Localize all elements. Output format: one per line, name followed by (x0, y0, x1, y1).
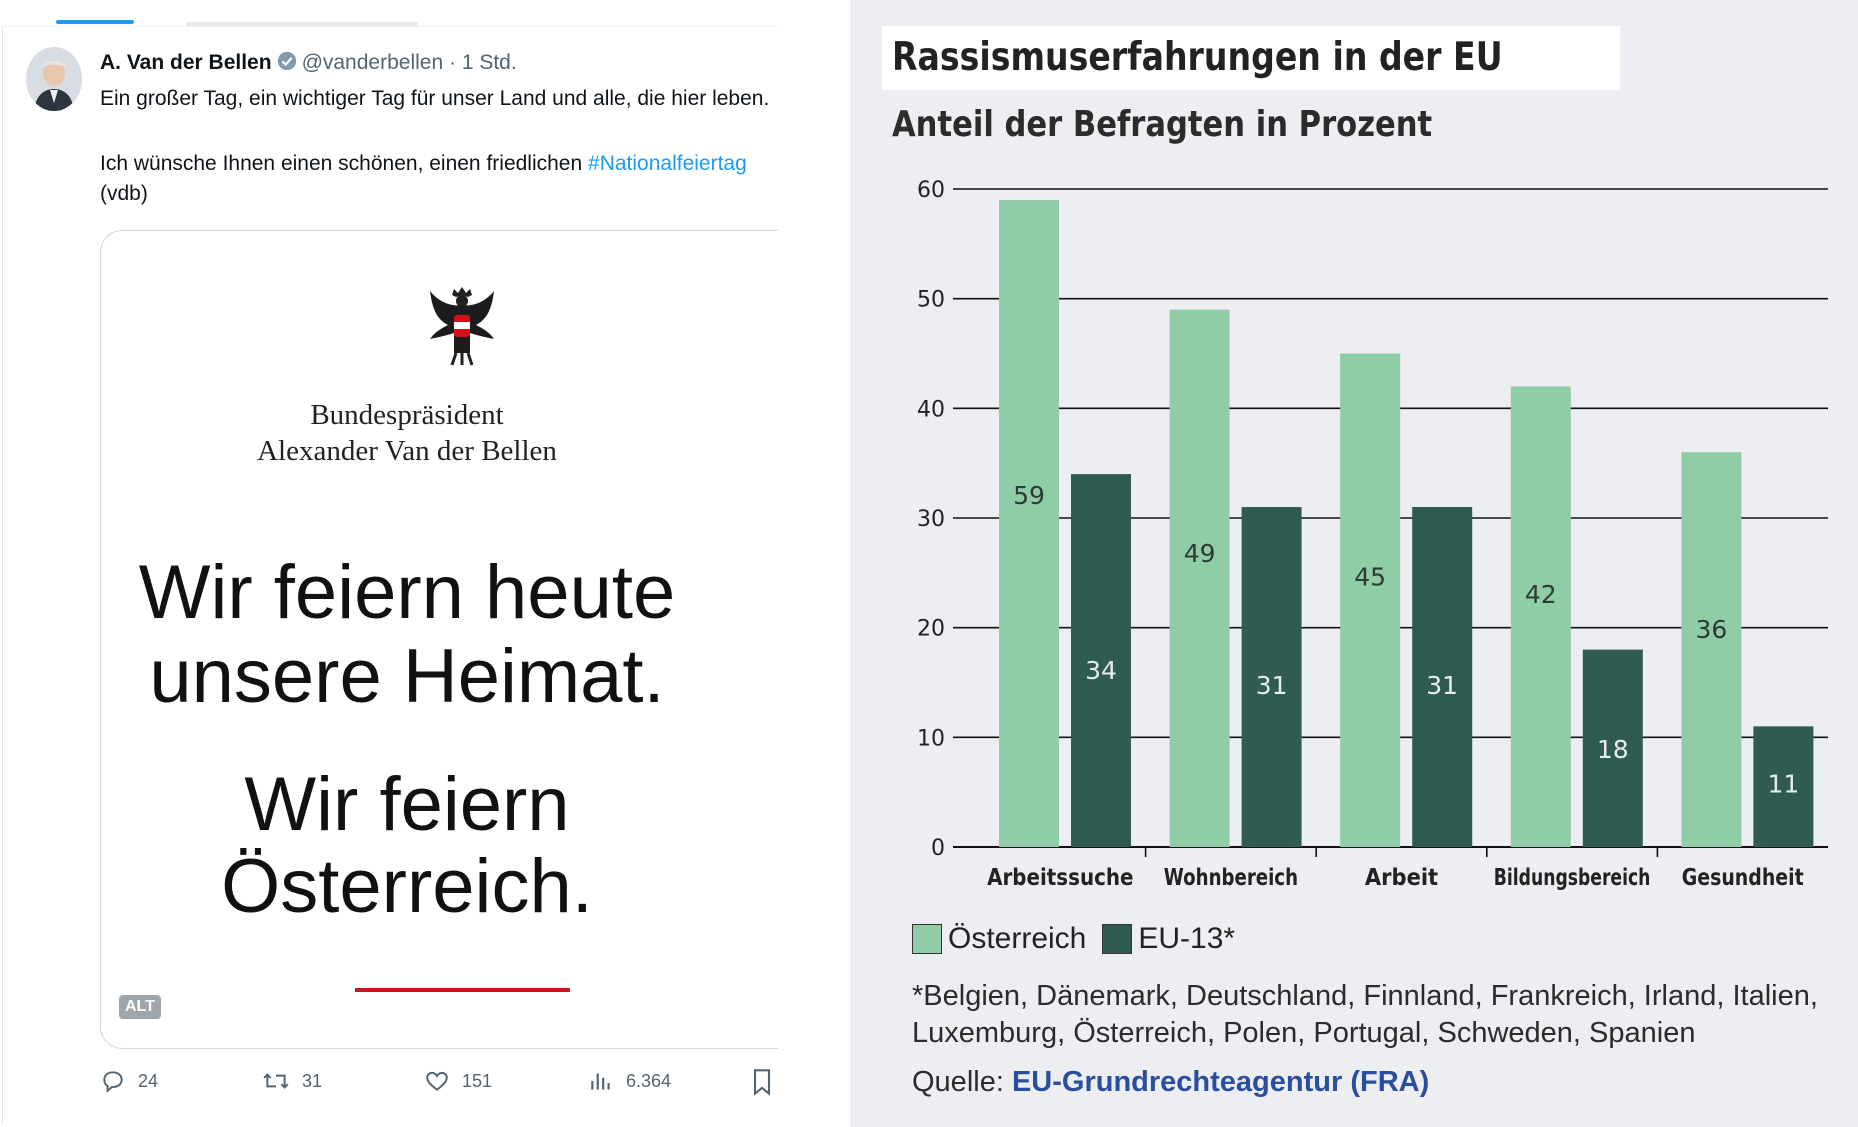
heart-icon (426, 1071, 448, 1091)
decorative-rule (355, 988, 570, 992)
tab-indicator (186, 22, 418, 26)
reply-icon (103, 1071, 123, 1093)
bar (1241, 507, 1302, 847)
bar-chart: 0 10 20 30 40 50 60 59 34 Arbeitssuche 49 31 Wohnber… (917, 178, 1828, 891)
data-label: 18 (1597, 735, 1629, 764)
chart-source: Quelle: EU-Grundrechteagentur (FRA) (912, 1066, 1429, 1099)
data-label: 31 (1256, 671, 1288, 700)
x-tick-label: Bildungsbereich (1494, 865, 1651, 891)
y-tick-label: 50 (917, 288, 945, 313)
verified-badge-icon (276, 50, 298, 78)
legend-item: Österreich (912, 922, 1086, 956)
chart-footnote: *Belgien, Dänemark, Deutschland, Finnlan… (912, 980, 1818, 1049)
bookmark-button[interactable] (750, 1068, 778, 1096)
avatar-photo (26, 47, 82, 111)
bar (999, 199, 1059, 847)
retweet-count: 31 (302, 1070, 323, 1091)
card-headline: Wir feiern (244, 762, 570, 847)
divider (2, 26, 3, 1126)
data-label: 49 (1184, 539, 1216, 568)
x-tick-label: Wohnbereich (1164, 865, 1298, 891)
avatar[interactable] (26, 47, 82, 111)
y-tick-label: 60 (917, 178, 945, 203)
bar (1753, 726, 1814, 847)
data-label: 31 (1426, 671, 1458, 700)
card-headline: Österreich. (221, 844, 593, 929)
legend-label: EU-13* (1138, 922, 1236, 955)
reply-button[interactable]: 24 (100, 1068, 158, 1094)
hashtag-link[interactable]: #Nationalfeiertag (588, 152, 747, 175)
tweet-panel: A. Van der Bellen @vanderbellen · 1 Std. … (0, 0, 778, 1127)
chart-title: Rassismuserfahrungen in der EU (892, 35, 1503, 80)
active-tab-indicator (56, 20, 134, 24)
author-name[interactable]: A. Van der Bellen (100, 51, 272, 74)
data-label: 59 (1013, 481, 1045, 510)
card-caption: Bundespräsident (310, 399, 504, 431)
y-tick-label: 30 (917, 507, 945, 532)
author-handle[interactable]: @vanderbellen (301, 51, 444, 74)
tweet-actions: 24 31 151 6.364 (100, 1068, 778, 1102)
bar (1582, 649, 1643, 847)
source-link[interactable]: EU-Grundrechteagentur (FRA) (1011, 1066, 1430, 1098)
chart-subtitle: Anteil der Befragten in Prozent (892, 104, 1433, 145)
data-label: 36 (1695, 615, 1727, 644)
legend-swatch (912, 924, 942, 954)
views-button[interactable]: 6.364 (588, 1068, 671, 1094)
tweet-image-card[interactable]: Bundespräsident Alexander Van der Bellen… (100, 230, 778, 1049)
tweet-text-line: (vdb) (100, 182, 148, 205)
bar (1340, 353, 1401, 847)
tweet-header: A. Van der Bellen @vanderbellen · 1 Std. (100, 50, 517, 78)
y-tick-label: 40 (917, 397, 945, 422)
y-tick-label: 0 (931, 836, 945, 861)
y-tick-label: 20 (917, 617, 945, 642)
x-tick-label: Arbeit (1365, 865, 1438, 891)
card-headline: unsere Heimat. (149, 634, 665, 719)
data-label: 34 (1085, 656, 1117, 685)
retweet-button[interactable]: 31 (262, 1068, 322, 1094)
data-label: 11 (1767, 770, 1799, 799)
tweet-text-line: Ein großer Tag, ein wichtiger Tag für un… (100, 87, 770, 110)
x-tick-label: Arbeitssuche (987, 865, 1133, 891)
legend-swatch (1102, 924, 1133, 954)
source-label: Quelle: (912, 1066, 1004, 1098)
chart-legend: Österreich EU-13* (912, 922, 1251, 956)
reply-count: 24 (138, 1070, 159, 1091)
austrian-eagle-coat-of-arms-icon (430, 287, 494, 366)
tweet-text-segment: Ich wünsche Ihnen einen schönen, einen f… (100, 152, 589, 175)
like-button[interactable]: 151 (424, 1068, 492, 1094)
tweet-text-line: Ich wünsche Ihnen einen schönen, einen f… (100, 150, 778, 178)
data-label: 42 (1525, 580, 1557, 609)
legend-label: Österreich (948, 922, 1087, 955)
bar (1510, 386, 1571, 847)
bookmark-icon (753, 1069, 771, 1096)
bar (1412, 507, 1473, 847)
like-count: 151 (462, 1070, 493, 1091)
card-caption: Alexander Van der Bellen (257, 435, 557, 467)
separator: · (448, 51, 456, 74)
bar (1681, 452, 1742, 847)
timestamp[interactable]: 1 Std. (461, 51, 517, 74)
view-count: 6.364 (626, 1070, 672, 1091)
divider (0, 26, 778, 27)
bar (1071, 474, 1131, 847)
chart-panel: 0 10 20 30 40 50 60 59 34 Arbeitssuche 49 31 Wohnber… (850, 0, 1858, 1127)
views-chart-icon (591, 1073, 610, 1090)
data-label: 45 (1354, 562, 1386, 591)
card-headline: Wir feiern heute (138, 550, 676, 635)
x-tick-label: Gesundheit (1682, 865, 1804, 891)
alt-text-button[interactable]: ALT (119, 995, 161, 1019)
legend-item: EU-13* (1102, 922, 1235, 956)
chart-title-box: Rassismuserfahrungen in der EU (882, 26, 1621, 90)
bar (1169, 309, 1230, 848)
retweet-icon (263, 1073, 289, 1089)
y-tick-label: 10 (917, 726, 945, 751)
